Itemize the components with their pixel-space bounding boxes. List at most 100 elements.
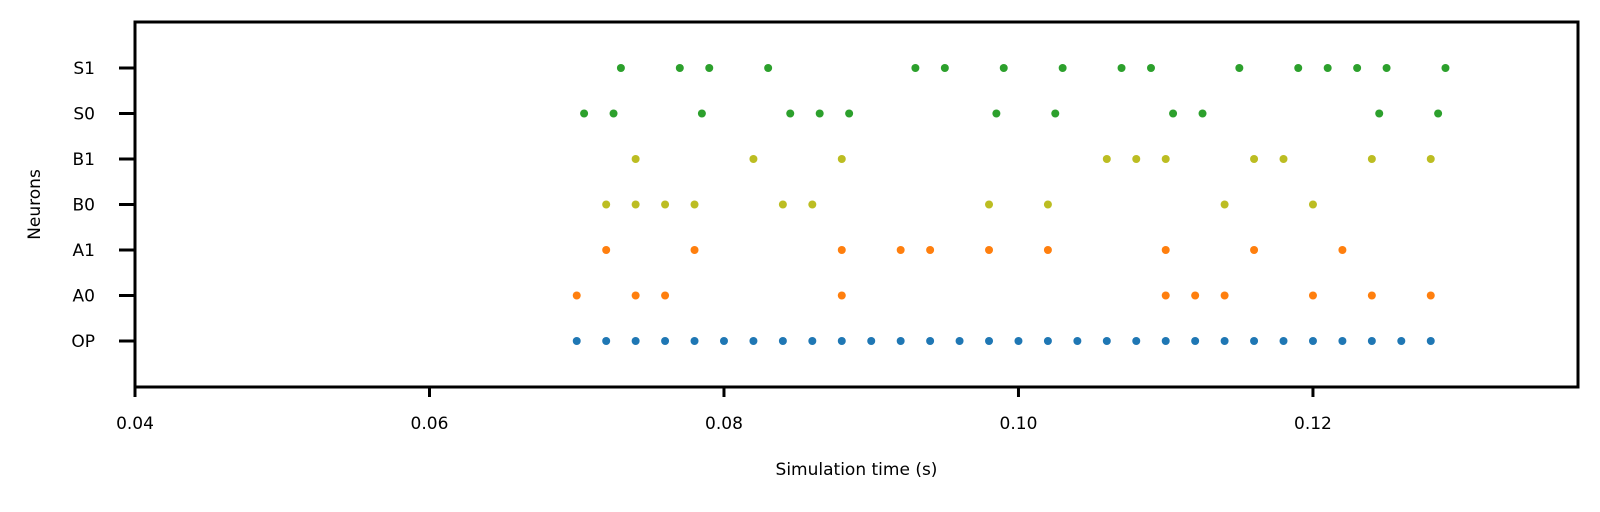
spike-point-op bbox=[896, 337, 905, 345]
x-axis-label: Simulation time (s) bbox=[776, 460, 938, 480]
y-axis-ticks: OP A0 A1 B0 B1 S0 S1 bbox=[71, 59, 135, 352]
spike-point-op bbox=[1043, 337, 1052, 345]
spike-point-a0 bbox=[572, 291, 581, 300]
spike-point-s0 bbox=[1198, 109, 1207, 118]
spike-point-op bbox=[867, 337, 876, 345]
spike-point-op bbox=[955, 337, 964, 345]
spike-point-op bbox=[837, 337, 846, 345]
spike-point-b0 bbox=[631, 200, 640, 209]
spike-point-a1 bbox=[896, 246, 905, 254]
x-tick-label: 0.12 bbox=[1294, 414, 1332, 434]
spike-point-s1 bbox=[1353, 64, 1362, 72]
spike-point-b0 bbox=[602, 200, 611, 209]
y-tick-label-a1: A1 bbox=[73, 241, 95, 261]
spike-point-op bbox=[749, 337, 758, 345]
spike-point-op bbox=[1220, 337, 1229, 345]
y-tick-label-b1: B1 bbox=[73, 150, 95, 170]
spike-point-s1 bbox=[1441, 64, 1450, 72]
spike-point-op bbox=[1191, 337, 1200, 345]
spike-point-b0 bbox=[690, 200, 699, 209]
x-axis-ticks: 0.04 0.06 0.08 0.10 0.12 bbox=[116, 387, 1332, 434]
spike-point-s0 bbox=[697, 109, 706, 118]
y-axis-label: Neurons bbox=[25, 169, 45, 240]
spike-point-s1 bbox=[940, 64, 949, 72]
y-tick-label-s0: S0 bbox=[73, 105, 95, 125]
spike-point-b1 bbox=[1426, 155, 1435, 163]
spike-point-op bbox=[808, 337, 817, 345]
spike-point-s1 bbox=[999, 64, 1008, 72]
spike-point-op bbox=[985, 337, 994, 345]
spike-point-op bbox=[602, 337, 611, 345]
spike-point-a1 bbox=[1250, 246, 1259, 254]
spike-point-b0 bbox=[1308, 200, 1317, 209]
spike-point-s1 bbox=[616, 64, 625, 72]
spike-point-op bbox=[1367, 337, 1376, 345]
y-tick-label-s1: S1 bbox=[73, 59, 95, 79]
spike-point-a1 bbox=[690, 246, 699, 254]
spike-point-op bbox=[1073, 337, 1082, 345]
spike-point-op bbox=[1250, 337, 1259, 345]
spike-point-op bbox=[1308, 337, 1317, 345]
spike-point-op bbox=[1397, 337, 1406, 345]
spike-point-b1 bbox=[1367, 155, 1376, 163]
spike-point-op bbox=[1102, 337, 1111, 345]
spike-point-op bbox=[690, 337, 699, 345]
spike-point-a0 bbox=[837, 291, 846, 300]
spike-point-a0 bbox=[1220, 291, 1229, 300]
spike-point-op bbox=[1426, 337, 1435, 345]
spike-point-b0 bbox=[1043, 200, 1052, 209]
spike-point-op bbox=[1338, 337, 1347, 345]
spike-point-a1 bbox=[602, 246, 611, 254]
spike-point-a0 bbox=[1367, 291, 1376, 300]
spike-point-b0 bbox=[808, 200, 817, 209]
y-tick-label-a0: A0 bbox=[73, 287, 95, 307]
points-layer bbox=[572, 64, 1450, 345]
spike-point-op bbox=[719, 337, 728, 345]
spike-point-op bbox=[1161, 337, 1170, 345]
x-tick-label: 0.08 bbox=[705, 414, 743, 434]
spike-point-op bbox=[1014, 337, 1023, 345]
spike-point-op bbox=[661, 337, 670, 345]
spike-point-b1 bbox=[749, 155, 758, 163]
spike-point-a1 bbox=[1338, 246, 1347, 254]
spike-point-a0 bbox=[631, 291, 640, 300]
spike-point-b1 bbox=[1279, 155, 1288, 163]
spike-point-b0 bbox=[985, 200, 994, 209]
spike-point-op bbox=[631, 337, 640, 345]
spike-point-a0 bbox=[661, 291, 670, 300]
spike-point-s1 bbox=[1058, 64, 1067, 72]
spike-point-a0 bbox=[1308, 291, 1317, 300]
spike-point-s0 bbox=[815, 109, 824, 118]
spike-point-b1 bbox=[631, 155, 640, 163]
spike-point-op bbox=[572, 337, 581, 345]
x-tick-label: 0.10 bbox=[1000, 414, 1038, 434]
x-tick-label: 0.04 bbox=[116, 414, 154, 434]
spike-point-s1 bbox=[764, 64, 773, 72]
spike-point-s1 bbox=[675, 64, 684, 72]
spike-point-s1 bbox=[1235, 64, 1244, 72]
spike-point-a1 bbox=[1043, 246, 1052, 254]
spike-point-s0 bbox=[1434, 109, 1443, 118]
spike-point-a1 bbox=[926, 246, 935, 254]
spike-point-s1 bbox=[1294, 64, 1303, 72]
spike-point-op bbox=[778, 337, 787, 345]
spike-point-a1 bbox=[985, 246, 994, 254]
spike-point-b0 bbox=[778, 200, 787, 209]
spike-point-s0 bbox=[992, 109, 1001, 118]
spike-point-a0 bbox=[1161, 291, 1170, 300]
spike-point-s0 bbox=[609, 109, 618, 118]
spike-point-b0 bbox=[661, 200, 670, 209]
spike-point-s1 bbox=[1382, 64, 1391, 72]
spike-point-b1 bbox=[1161, 155, 1170, 163]
spike-point-s0 bbox=[1169, 109, 1178, 118]
spike-point-op bbox=[1132, 337, 1141, 345]
spike-point-s1 bbox=[1323, 64, 1332, 72]
spike-point-a0 bbox=[1426, 291, 1435, 300]
spike-point-s0 bbox=[580, 109, 589, 118]
spike-point-s0 bbox=[786, 109, 795, 118]
spike-point-a0 bbox=[1191, 291, 1200, 300]
spike-point-s1 bbox=[1146, 64, 1155, 72]
spike-point-s0 bbox=[1375, 109, 1384, 118]
plot-frame bbox=[133, 20, 1580, 389]
